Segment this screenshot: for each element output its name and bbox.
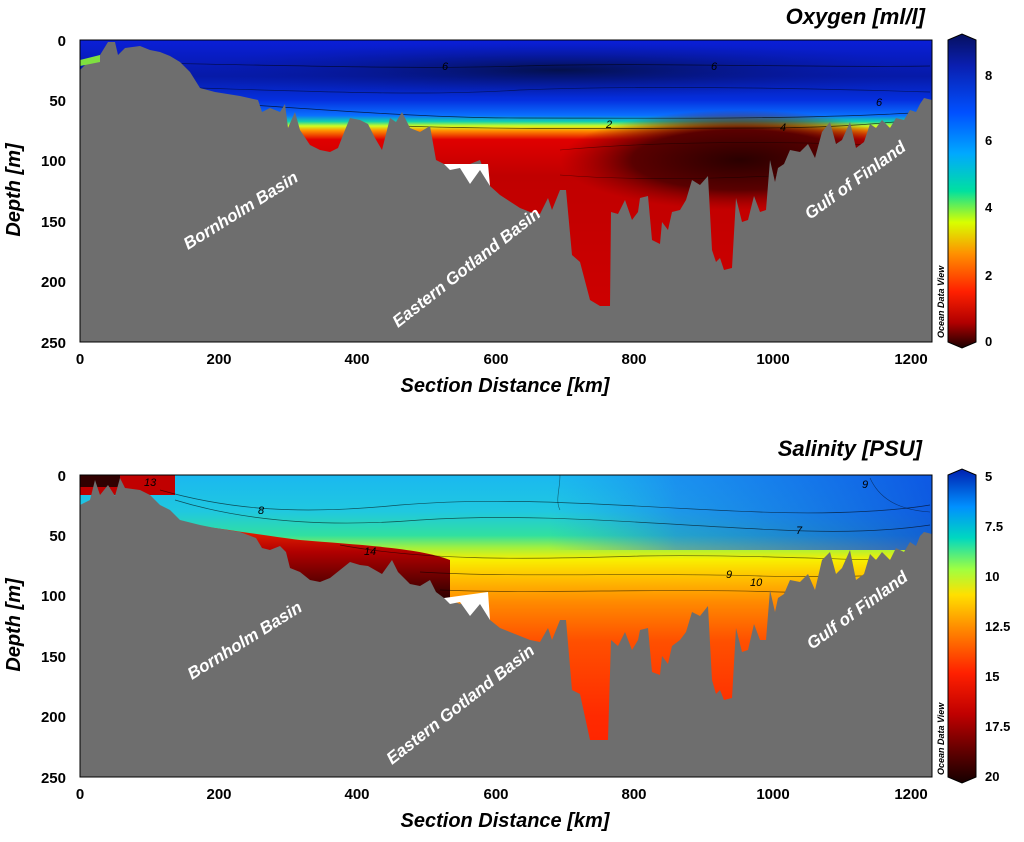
colorbar-tick-label: 12.5	[985, 619, 1010, 634]
y-tick-label: 250	[41, 335, 66, 352]
y-tick-label: 150	[41, 214, 66, 231]
odv-watermark: Ocean Data View	[936, 265, 946, 338]
oxygen-plot-area: 6 6 6 2 4 Bornholm Basin Eastern Gotland…	[80, 40, 932, 342]
x-tick-label: 400	[344, 351, 369, 368]
salinity-plot-frame	[79, 474, 933, 778]
salinity-colorbar: 5 7.5 10 12.5 15 17.5 20 Ocean Data View	[936, 468, 1010, 784]
oxygen-x-axis-label: Section Distance [km]	[401, 375, 611, 397]
x-tick-label: 1000	[756, 786, 789, 803]
oxygen-seafloor	[80, 42, 932, 342]
x-tick-label: 200	[206, 351, 231, 368]
salinity-seafloor	[80, 478, 932, 777]
x-tick-label: 1200	[894, 351, 927, 368]
salinity-panel: Salinity [PSU] 13 8 7 9 14 9 10	[3, 436, 1010, 832]
oxygen-x-axis: 0 200 400 600 800 1000 1200 Section Dist…	[76, 351, 928, 397]
oxygen-contour-label: 4	[780, 122, 786, 134]
y-tick-label: 50	[49, 93, 66, 110]
oxygen-plot-frame	[79, 39, 933, 343]
salinity-contour-label: 9	[726, 569, 732, 581]
y-tick-label: 250	[41, 770, 66, 787]
x-tick-label: 0	[76, 786, 84, 803]
y-tick-label: 150	[41, 649, 66, 666]
y-tick-label: 0	[58, 33, 66, 50]
oxygen-contour-label: 6	[876, 97, 883, 109]
x-tick-label: 1200	[894, 786, 927, 803]
colorbar-tick-label: 17.5	[985, 719, 1010, 734]
colorbar-tick-label: 0	[985, 334, 992, 349]
salinity-y-axis-label: Depth [m]	[3, 577, 25, 672]
oxygen-panel: Oxygen [ml/l] 6 6 6 2 4 Bornholm Basin E	[3, 4, 993, 397]
colorbar-tick-label: 5	[985, 469, 992, 484]
x-tick-label: 800	[621, 786, 646, 803]
colorbar-tick-label: 15	[985, 669, 999, 684]
odv-watermark: Ocean Data View	[936, 702, 946, 775]
salinity-contour-label: 13	[144, 477, 157, 489]
x-tick-label: 600	[483, 351, 508, 368]
colorbar-tick-label: 20	[985, 769, 999, 784]
y-tick-label: 200	[41, 709, 66, 726]
salinity-contour-label: 8	[258, 505, 265, 517]
x-tick-label: 400	[344, 786, 369, 803]
y-tick-label: 100	[41, 588, 66, 605]
colorbar-tick-label: 6	[985, 133, 992, 148]
colorbar-tick-label: 4	[985, 200, 993, 215]
salinity-plot-area: 13 8 7 9 14 9 10 Bornholm Basin Eastern …	[80, 475, 932, 777]
x-tick-label: 1000	[756, 351, 789, 368]
y-tick-label: 0	[58, 468, 66, 485]
oxygen-contour-label: 6	[442, 61, 449, 73]
x-tick-label: 200	[206, 786, 231, 803]
colorbar-tick-label: 7.5	[985, 519, 1003, 534]
colorbar-tick-label: 8	[985, 68, 992, 83]
oxygen-contour-label: 6	[711, 61, 718, 73]
y-tick-label: 200	[41, 274, 66, 291]
oxygen-title: Oxygen [ml/l]	[786, 4, 926, 29]
salinity-title: Salinity [PSU]	[778, 436, 923, 461]
salinity-x-axis-label: Section Distance [km]	[401, 810, 611, 832]
salinity-contour-label: 14	[364, 546, 376, 558]
salinity-contour-label: 10	[750, 577, 763, 589]
x-tick-label: 0	[76, 351, 84, 368]
oxygen-surface-max	[180, 42, 932, 98]
oxygen-y-axis-label: Depth [m]	[3, 142, 25, 237]
salinity-y-axis: 0 50 100 150 200 250 Depth [m]	[3, 468, 66, 787]
salinity-contour-label: 9	[862, 479, 868, 491]
salinity-x-axis: 0 200 400 600 800 1000 1200 Section Dist…	[76, 786, 928, 832]
x-tick-label: 800	[621, 351, 646, 368]
oxygen-colorbar: 8 6 4 2 0 Ocean Data View	[936, 33, 993, 349]
oxygen-contour-label: 2	[605, 119, 612, 131]
y-tick-label: 50	[49, 528, 66, 545]
colorbar-tick-label: 10	[985, 569, 999, 584]
oxygen-y-axis: 0 50 100 150 200 250 Depth [m]	[3, 33, 66, 352]
y-tick-label: 100	[41, 153, 66, 170]
x-tick-label: 600	[483, 786, 508, 803]
colorbar-tick-label: 2	[985, 268, 992, 283]
salinity-contour-label: 7	[796, 525, 803, 537]
